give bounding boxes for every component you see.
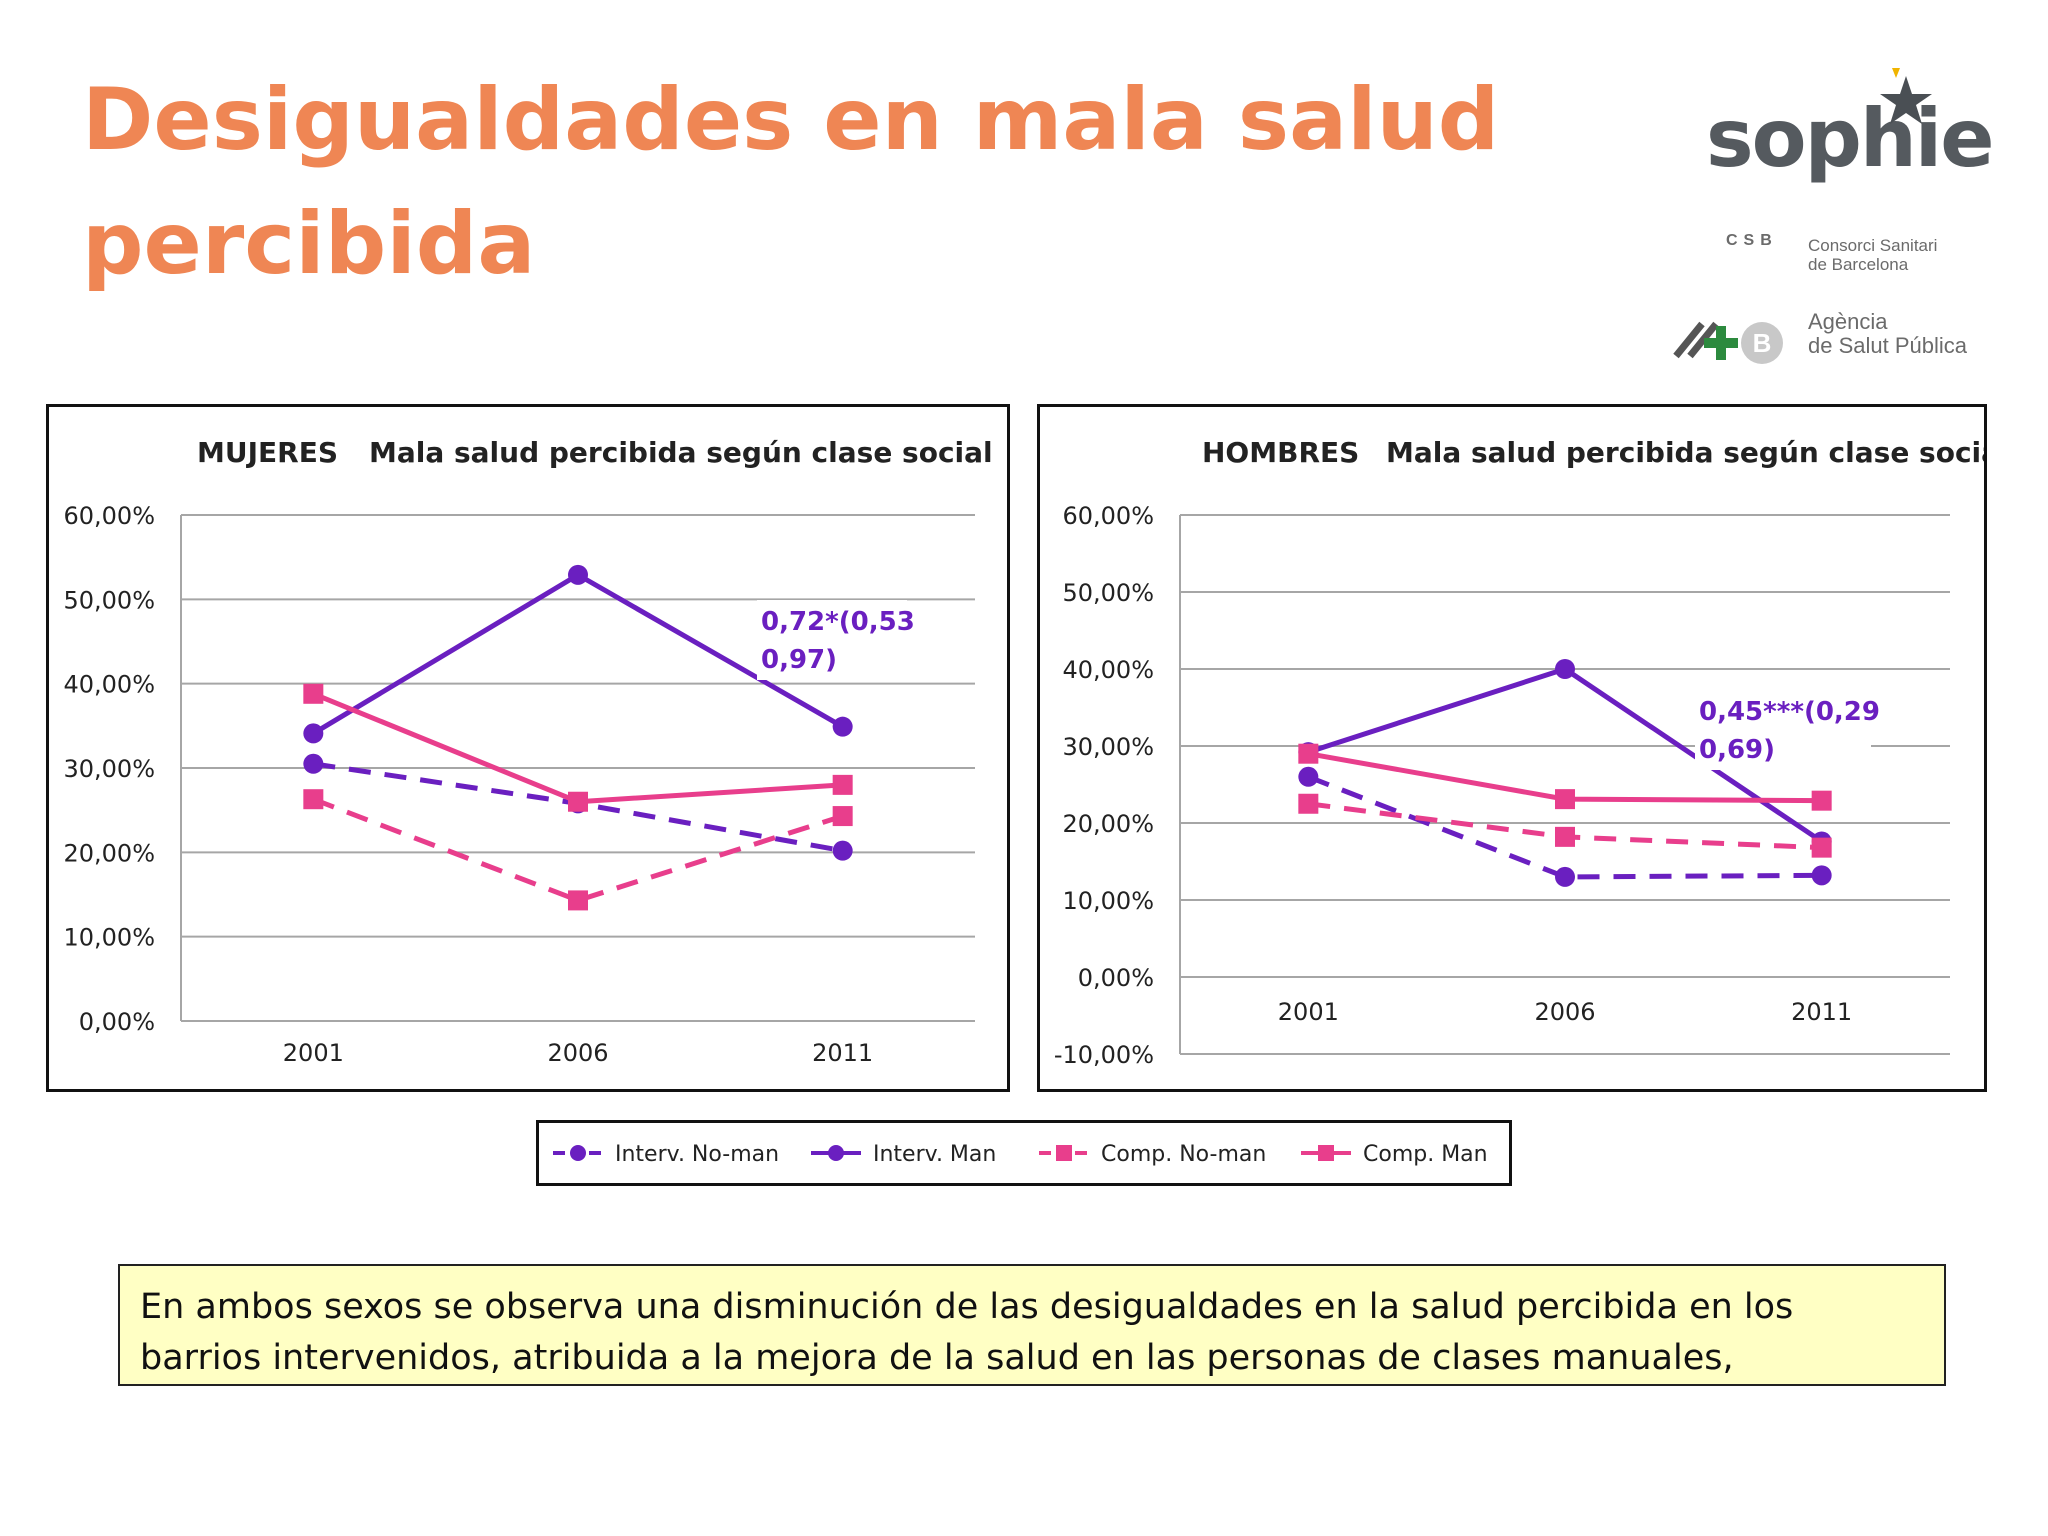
legend-swatch-marker <box>570 1145 586 1161</box>
slide-title: Desigualdades en mala salud percibida <box>82 58 1499 306</box>
hombres-y-tick-label: 60,00% <box>1062 502 1154 530</box>
hombres-annotation-line-1: 0,45***(0,29 <box>1699 697 1880 727</box>
legend-swatch-marker <box>1318 1145 1334 1161</box>
hombres-point <box>1811 790 1832 811</box>
mujeres-point <box>568 791 588 812</box>
hombres-x-tick-label: 2006 <box>1534 998 1595 1026</box>
mujeres-y-tick-label: 20,00% <box>63 839 155 867</box>
mujeres-series-line <box>312 796 844 903</box>
chart-hombres: HOMBRES Mala salud percibida según clase … <box>1037 404 1987 1092</box>
mujeres-x-tick-label: 2006 <box>547 1039 608 1067</box>
mujeres-point <box>303 789 324 810</box>
chart-legend-svg: Interv. No-man Interv. Man Comp. No-man Com… <box>553 1142 1488 1167</box>
legend-swatch-marker <box>828 1145 844 1161</box>
hombres-point <box>1298 743 1319 764</box>
hombres-y-tick-label: -10,00% <box>1054 1041 1154 1069</box>
mujeres-title: Mala salud percibida según clase social <box>369 436 993 469</box>
slide-title-line-2: percibida <box>82 194 536 294</box>
hombres-annotation-line-2: 0,69) <box>1699 735 1775 765</box>
logo-area: sophie CSB Consorci Sanitari de Barcelon… <box>1660 40 2020 370</box>
hombres-point <box>1298 793 1319 814</box>
chart-mujeres: MUJERES Mala salud percibida según clase … <box>46 404 1010 1092</box>
mujeres-point <box>832 840 853 861</box>
hombres-point <box>1555 789 1575 810</box>
hombres-x-tick-label: 2001 <box>1278 998 1339 1026</box>
svg-text:B: B <box>1753 328 1772 358</box>
legend-label: Interv. No-man <box>615 1142 779 1167</box>
legend-label: Comp. No-man <box>1101 1142 1266 1167</box>
hombres-series-line <box>1307 774 1822 880</box>
mujeres-point <box>303 683 324 704</box>
hombres-title: Mala salud percibida según clase social <box>1386 436 1984 469</box>
hombres-y-tick-label: 30,00% <box>1062 733 1154 761</box>
hombres-point <box>1811 837 1832 858</box>
mujeres-point <box>832 774 853 795</box>
hombres-point <box>1555 826 1575 847</box>
mujeres-annotation-bg <box>757 600 907 680</box>
hombres-point <box>1298 766 1319 787</box>
mujeres-y-tick-label: 50,00% <box>63 586 155 614</box>
csb-logo-name: Consorci Sanitari de Barcelona <box>1808 236 1937 274</box>
chart-hombres-svg: HOMBRES Mala salud percibida según clase … <box>1054 436 1984 1069</box>
legend-label: Comp. Man <box>1363 1142 1488 1167</box>
mujeres-point <box>832 716 853 737</box>
asp-logo-name: Agència de Salut Pública <box>1808 310 1967 358</box>
hombres-y-tick-label: 0,00% <box>1078 964 1154 992</box>
mujeres-series-line <box>312 691 843 805</box>
mujeres-annotation-line-2: 0,97) <box>761 645 837 675</box>
sophie-logo-text: sophie <box>1706 92 1994 185</box>
hombres-y-tick-label: 50,00% <box>1062 579 1154 607</box>
legend-swatch-marker <box>1056 1145 1072 1161</box>
asp-name-line-1: Agència <box>1808 309 1888 334</box>
asp-logo-icon: B <box>1673 321 1783 364</box>
mujeres-x-tick-label: 2001 <box>283 1039 344 1067</box>
slide-title-line-1: Desigualdades en mala salud <box>82 70 1500 170</box>
hombres-title-left: HOMBRES <box>1202 436 1359 469</box>
mujeres-point <box>832 806 853 827</box>
mujeres-y-tick-label: 60,00% <box>63 502 155 530</box>
hombres-y-tick-label: 10,00% <box>1062 887 1154 915</box>
mujeres-y-tick-label: 10,00% <box>63 924 155 952</box>
chart-legend: Interv. No-man Interv. Man Comp. No-man Com… <box>536 1120 1512 1186</box>
hombres-y-tick-label: 20,00% <box>1062 810 1154 838</box>
csb-name-line-1: Consorci Sanitari <box>1808 236 1938 255</box>
mujeres-point <box>568 890 588 911</box>
mujeres-x-tick-label: 2011 <box>812 1039 873 1067</box>
summary-note: En ambos sexos se observa una disminució… <box>118 1264 1946 1386</box>
chart-mujeres-svg: MUJERES Mala salud percibida según clase … <box>63 436 993 1067</box>
hombres-point <box>1555 866 1575 887</box>
mujeres-y-tick-label: 40,00% <box>63 671 155 699</box>
csb-name-line-2: de Barcelona <box>1808 255 1909 274</box>
asp-name-line-2: de Salut Pública <box>1808 333 1967 358</box>
mujeres-title-left: MUJERES <box>197 436 338 469</box>
legend-label: Interv. Man <box>873 1142 996 1167</box>
hombres-x-tick-label: 2011 <box>1791 998 1852 1026</box>
mujeres-annotation-line-1: 0,72*(0,53 <box>761 607 915 637</box>
csb-logo-mark: CSB <box>1726 232 1778 249</box>
sophie-star-icon <box>1880 68 1932 124</box>
hombres-point <box>1555 659 1575 679</box>
mujeres-point <box>568 564 588 585</box>
mujeres-point <box>303 753 324 774</box>
mujeres-y-tick-label: 0,00% <box>79 1008 155 1036</box>
mujeres-point <box>303 723 324 744</box>
mujeres-y-tick-label: 30,00% <box>63 755 155 783</box>
hombres-y-tick-label: 40,00% <box>1062 656 1154 684</box>
hombres-annotation-bg <box>1695 690 1871 770</box>
hombres-point <box>1811 865 1832 886</box>
